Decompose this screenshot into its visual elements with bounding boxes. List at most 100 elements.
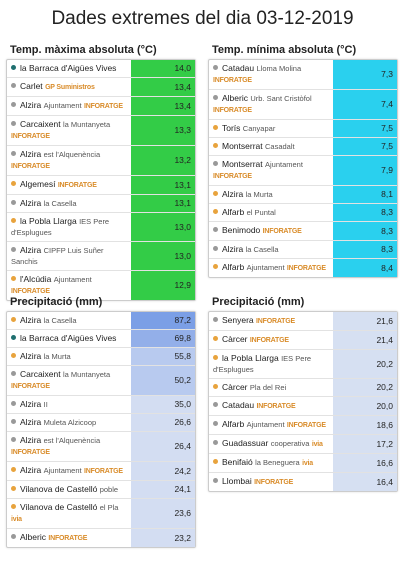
station-name: la Barraca d'Aigües Vives: [20, 63, 117, 73]
value-cell: 7,9: [333, 156, 397, 185]
value-cell: 50,2: [131, 366, 195, 395]
status-dot: [11, 419, 16, 424]
station-row: Catadau INFORATGE 20,0: [209, 397, 397, 416]
station-cell: Montserrat Casadalt: [209, 138, 333, 155]
station-row: Alzira la Murta 55,8: [7, 348, 195, 366]
station-row: Alfarb Ajuntament INFORATGE 8,4: [209, 259, 397, 277]
value-cell: 24,1: [131, 481, 195, 498]
status-dot: [213, 440, 218, 445]
station-name: l'Alcúdia: [20, 274, 52, 284]
status-dot: [11, 247, 16, 252]
station-cell: Alfarb el Puntal: [209, 204, 333, 221]
status-dot: [11, 401, 16, 406]
value-cell: 13,4: [131, 97, 195, 115]
station-name: Alzira: [222, 189, 244, 199]
status-dot: [213, 95, 218, 100]
station-cell: Alzira II: [7, 396, 131, 413]
station-detail: IES Pere d'Esplugues: [11, 217, 110, 237]
station-name: Alberic: [20, 532, 46, 542]
station-row: la Barraca d'Aigües Vives 14,0: [7, 60, 195, 78]
status-dot: [11, 200, 16, 205]
station-detail: IES Pere d'Esplugues: [213, 354, 312, 374]
status-dot: [213, 191, 218, 196]
value-cell: 87,2: [131, 312, 195, 329]
station-name: Alzira: [20, 245, 42, 255]
station-detail: est l'Alquenència: [43, 436, 101, 445]
station-cell: Catadau Lloma Molina INFORATGE: [209, 60, 333, 89]
station-name: la Barraca d'Aigües Vives: [20, 333, 117, 343]
station-name: la Pobla Llarga: [20, 216, 77, 226]
status-dot: [11, 121, 16, 126]
station-row: Alzira la Murta 8,1: [209, 186, 397, 204]
status-dot: [11, 467, 16, 472]
table-title: Temp. mínima absoluta (°C): [212, 44, 357, 56]
provider-tag: INFORATGE: [213, 77, 252, 84]
station-row: Alzira est l'Alquenència INFORATGE 13,2: [7, 146, 195, 176]
value-cell: 21,6: [333, 312, 397, 330]
station-cell: la Pobla Llarga IES Pere d'Esplugues: [209, 350, 333, 378]
station-name: Alberic: [222, 93, 248, 103]
value-cell: 7,5: [333, 120, 397, 137]
table-body: Alzira la Casella 87,2 la Barraca d'Aigües…: [6, 311, 196, 548]
status-dot: [213, 209, 218, 214]
value-cell: 8,3: [333, 204, 397, 221]
station-detail: la Murta: [245, 190, 273, 199]
table-body: Catadau Lloma Molina INFORATGE 7,3 Alberic…: [208, 59, 398, 278]
station-name: Alzira: [20, 399, 42, 409]
status-dot: [213, 478, 218, 483]
station-cell: Algemesí INFORATGE: [7, 176, 131, 194]
value-cell: 8,1: [333, 186, 397, 203]
station-name: Càrcer: [222, 334, 248, 344]
station-name: la Pobla Llarga: [222, 353, 279, 363]
station-row: Alzira la Casella 87,2: [7, 312, 195, 330]
station-name: Senyera: [222, 315, 254, 325]
value-cell: 13,0: [131, 213, 195, 241]
station-cell: Carcaixent la Muntanyeta INFORATGE: [7, 366, 131, 395]
station-detail: la Casella: [43, 199, 77, 208]
provider-tag: INFORATGE: [286, 265, 326, 272]
table-title: Precipitació (mm): [10, 296, 103, 308]
value-cell: 17,2: [333, 435, 397, 453]
provider-tag: INFORATGE: [213, 173, 252, 180]
station-detail: la Muntanyeta: [63, 370, 111, 379]
station-name: Alzira: [20, 351, 42, 361]
station-row: Alzira CIPFP Luis Suñer Sanchis 13,0: [7, 242, 195, 271]
station-cell: Alzira Ajuntament INFORATGE: [7, 462, 131, 480]
station-name: Llombai: [222, 476, 252, 486]
station-cell: Alzira la Murta: [209, 186, 333, 203]
station-cell: Torís Canyapar: [209, 120, 333, 137]
station-cell: Alberic Urb. Sant Cristòfol INFORATGE: [209, 90, 333, 119]
station-row: Carcaixent la Muntanyeta INFORATGE 50,2: [7, 366, 195, 396]
station-name: Alzira: [20, 315, 42, 325]
table-title: Temp. màxima absoluta (°C): [10, 44, 157, 56]
station-row: Benimodo INFORATGE 8,3: [209, 222, 397, 241]
status-dot: [213, 384, 218, 389]
station-cell: Alfarb Ajuntament INFORATGE: [209, 259, 333, 277]
station-cell: Càrcer Pla del Rei: [209, 379, 333, 396]
station-row: Alzira Muleta Alzicoop 26,6: [7, 414, 195, 432]
station-name: Vilanova de Castelló: [20, 484, 98, 494]
value-cell: 12,9: [131, 271, 195, 300]
station-detail: Canyapar: [242, 124, 276, 133]
value-cell: 16,4: [333, 473, 397, 491]
provider-tag: ivia: [11, 516, 22, 523]
value-cell: 23,2: [131, 529, 195, 547]
status-dot: [11, 83, 16, 88]
station-detail: CIPFP Luis Suñer Sanchis: [11, 246, 104, 266]
page-title: Dades extremes del dia 03-12-2019: [51, 8, 354, 29]
station-name: Càrcer: [222, 382, 248, 392]
station-row: la Pobla Llarga IES Pere d'Esplugues 13,0: [7, 213, 195, 242]
station-cell: Alzira Ajuntament INFORATGE: [7, 97, 131, 115]
station-cell: Vilanova de Castelló el Pla ivia: [7, 499, 131, 528]
provider-tag: INFORATGE: [11, 163, 50, 170]
station-name: Benifaió: [222, 457, 253, 467]
value-cell: 8,3: [333, 241, 397, 258]
station-cell: Alzira est l'Alquenència INFORATGE: [7, 146, 131, 175]
station-cell: Alzira est l'Alquenència INFORATGE: [7, 432, 131, 461]
station-row: Alzira II 35,0: [7, 396, 195, 414]
station-name: Carcaixent: [20, 369, 61, 379]
station-detail: Ajuntament: [246, 420, 285, 429]
station-row: Alzira est l'Alquenència INFORATGE 26,4: [7, 432, 195, 462]
station-row: Alzira la Casella 8,3: [209, 241, 397, 259]
status-dot: [213, 161, 218, 166]
